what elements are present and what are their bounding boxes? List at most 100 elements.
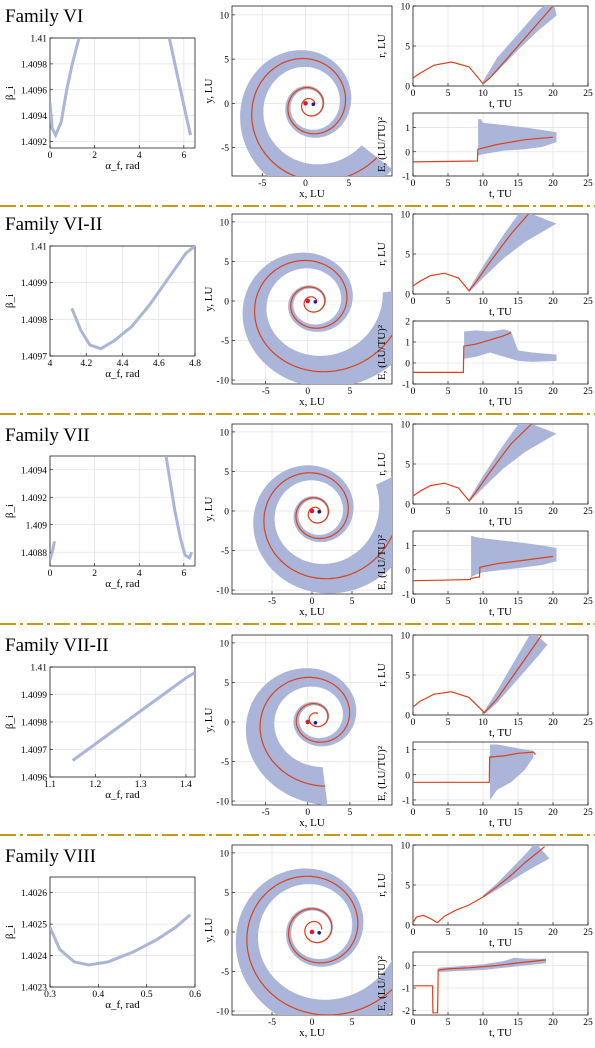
y-tick-label: 0 — [224, 507, 229, 517]
y-tick-label: -1 — [402, 796, 410, 806]
x-tick-label: 20 — [548, 387, 558, 397]
beta-curve — [50, 540, 56, 560]
y-axis-label: y, LU — [203, 496, 215, 521]
x-tick-label: 5 — [350, 1018, 355, 1028]
x-tick-label: 4 — [48, 359, 53, 369]
x-tick-label: 10 — [478, 507, 488, 517]
x-tick-label: 0.3 — [44, 990, 56, 1000]
y-tick-label: 1 — [405, 746, 410, 756]
x-tick-label: 1.4 — [180, 780, 192, 790]
x-tick-label: 5 — [446, 179, 451, 189]
beta-curve — [71, 671, 195, 762]
x-tick-label: 25 — [583, 597, 593, 607]
y-tick-label: 5 — [224, 468, 229, 478]
x-tick-label: 0.5 — [141, 990, 153, 1000]
y-tick-label: 1.4088 — [21, 549, 47, 559]
x-axis-label: t, TU — [489, 727, 512, 739]
y-tick-label: 0 — [224, 928, 229, 938]
x-tick-label: 10 — [478, 297, 488, 307]
x-tick-label: 15 — [513, 808, 523, 818]
x-tick-label: 1.3 — [135, 780, 147, 790]
axes-frame — [49, 455, 196, 567]
y-tick-label: 1.41 — [30, 664, 47, 674]
x-tick-label: 0 — [411, 387, 416, 397]
y-tick-label: 1.409 — [26, 521, 48, 531]
x-tick-label: 5 — [446, 597, 451, 607]
x-tick-label: 15 — [513, 297, 523, 307]
beta-curve — [50, 38, 81, 139]
y-tick-label: 10 — [220, 11, 230, 21]
y-tick-label: -1 — [402, 173, 410, 183]
axes-frame — [412, 951, 589, 1016]
x-tick-label: 0 — [48, 151, 53, 161]
x-tick-label: 4.6 — [153, 359, 165, 369]
y-tick-label: 0 — [224, 718, 229, 728]
y-axis-label: β_i — [4, 294, 16, 308]
primary-marker — [305, 719, 311, 725]
spread-band — [469, 214, 557, 293]
y-tick-label: 0 — [224, 100, 229, 110]
x-tick-label: 25 — [583, 297, 593, 307]
energy-curve — [413, 332, 512, 373]
x-axis-label: t, TU — [489, 606, 512, 618]
y-tick-label: 10 — [220, 849, 230, 859]
axes-frame — [49, 876, 196, 988]
x-tick-label: 10 — [478, 179, 488, 189]
y-tick-label: 5 — [405, 461, 410, 471]
y-axis-label: r, LU — [376, 452, 388, 475]
axes-frame — [49, 37, 196, 149]
x-tick-label: 15 — [513, 507, 523, 517]
x-tick-label: 5 — [348, 387, 353, 397]
x-tick-label: 20 — [548, 179, 558, 189]
y-tick-label: 1.41 — [30, 35, 47, 45]
axes-frame — [412, 423, 589, 505]
x-tick-label: 0.6 — [189, 990, 201, 1000]
axes-frame — [412, 112, 589, 177]
axes-frame — [412, 530, 589, 595]
x-tick-label: 25 — [583, 387, 593, 397]
x-tick-label: 0 — [48, 569, 53, 579]
x-tick-label: 0 — [411, 1018, 416, 1028]
x-tick-label: 5 — [446, 89, 451, 99]
primary-marker — [309, 929, 315, 935]
y-tick-label: -5 — [221, 144, 229, 154]
spread-band — [483, 6, 557, 86]
x-tick-label: 1.2 — [89, 780, 101, 790]
radius-curve — [413, 635, 543, 714]
x-axis-label: x, LU — [299, 396, 325, 408]
axes-frame — [412, 320, 589, 385]
family-panel: 0 2 4 6 1.4088 1.409 1.4092 1.4094 α_f, rad β_i -5… — [0, 421, 595, 625]
y-tick-label: -5 — [221, 758, 229, 768]
y-tick-label: -10 — [216, 377, 229, 387]
spread-band — [478, 119, 557, 156]
x-tick-label: 0 — [411, 507, 416, 517]
x-tick-label: 25 — [583, 928, 593, 938]
y-tick-label: 1.4096 — [21, 86, 47, 96]
y-tick-label: -10 — [216, 798, 229, 808]
y-tick-label: -1 — [402, 381, 410, 391]
y-tick-label: 10 — [401, 632, 411, 642]
energy-curve — [413, 136, 554, 163]
x-tick-label: 5 — [346, 179, 351, 189]
x-tick-label: -5 — [262, 808, 270, 818]
y-tick-label: 1 — [405, 339, 410, 349]
y-axis-label: y, LU — [203, 286, 215, 311]
x-tick-label: 2 — [92, 569, 97, 579]
x-tick-label: 4.8 — [189, 359, 201, 369]
y-axis-label: r, LU — [376, 242, 388, 265]
beta-curve — [70, 246, 195, 351]
x-tick-label: -5 — [262, 387, 270, 397]
x-tick-label: 20 — [548, 297, 558, 307]
secondary-marker — [313, 720, 318, 725]
x-tick-label: 15 — [513, 597, 523, 607]
axes-frame — [49, 666, 196, 778]
y-axis-label: E, (LU/TU)² — [376, 745, 388, 801]
y-tick-label: -5 — [221, 547, 229, 557]
y-axis-label: β_i — [4, 715, 16, 729]
primary-marker — [309, 508, 315, 514]
spread-band — [490, 744, 534, 800]
nominal-orbit — [253, 259, 392, 373]
x-axis-label: x, LU — [299, 188, 325, 200]
y-tick-label: 10 — [220, 428, 230, 438]
